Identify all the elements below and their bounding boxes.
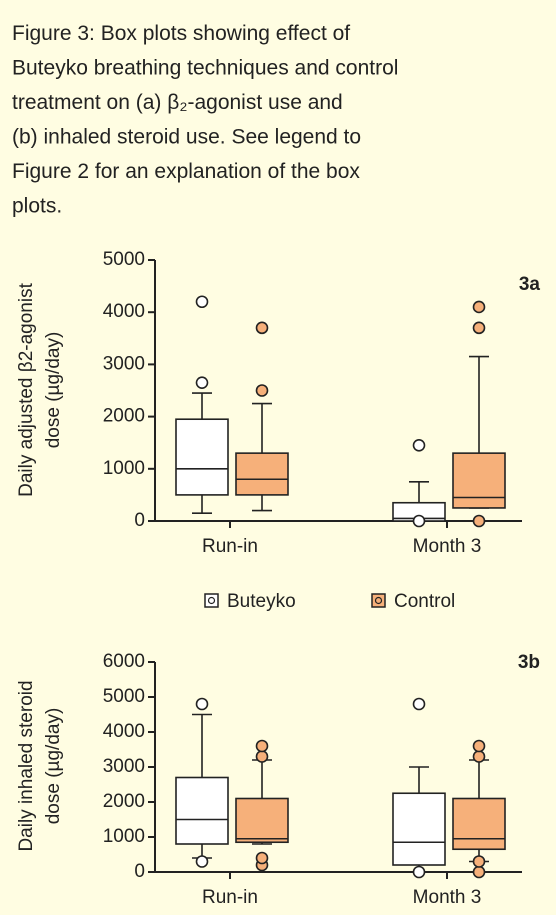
outlier bbox=[255, 750, 269, 763]
y-axis-label: dose (µg/day) bbox=[43, 708, 64, 825]
legend-dot bbox=[374, 596, 383, 605]
x-tick-label: Month 3 bbox=[413, 887, 482, 908]
outlier bbox=[255, 321, 269, 335]
caption-line: (b) inhaled steroid use. See legend to bbox=[12, 126, 361, 149]
y-tick-label: 6000 bbox=[103, 651, 145, 672]
outlier bbox=[255, 384, 269, 397]
x-tick-label: Run-in bbox=[202, 887, 258, 908]
caption-line: plots. bbox=[12, 195, 62, 218]
caption-line: treatment on (a) β₂-agonist use and bbox=[12, 91, 343, 114]
panel-label: 3a bbox=[519, 274, 541, 295]
outlier bbox=[472, 739, 486, 753]
box bbox=[175, 418, 229, 496]
panel-label: 3b bbox=[518, 652, 540, 673]
box bbox=[452, 452, 506, 509]
outlier bbox=[472, 300, 486, 314]
outlier bbox=[472, 514, 486, 528]
y-tick-label: 3000 bbox=[103, 353, 145, 374]
box bbox=[452, 797, 506, 851]
box bbox=[235, 452, 289, 496]
outlier bbox=[412, 514, 426, 528]
legend-dot bbox=[207, 596, 216, 605]
y-tick-label: 2000 bbox=[103, 406, 145, 427]
y-tick-label: 4000 bbox=[103, 721, 145, 742]
outlier bbox=[412, 439, 426, 452]
caption-line: Figure 3: Box plots showing effect of bbox=[12, 22, 350, 45]
caption-line: Figure 2 for an explanation of the box bbox=[12, 160, 360, 183]
box bbox=[392, 792, 446, 866]
x-tick-label: Month 3 bbox=[413, 536, 482, 557]
legend-label: Buteyko bbox=[227, 591, 296, 612]
y-tick-label: 1000 bbox=[103, 458, 145, 479]
outlier bbox=[472, 321, 486, 335]
y-axis-label: Daily inhaled steroid bbox=[16, 680, 37, 851]
y-axis-label: dose (µg/day) bbox=[43, 332, 64, 449]
y-tick-label: 4000 bbox=[103, 301, 145, 322]
outlier bbox=[195, 697, 209, 711]
outlier bbox=[472, 855, 486, 868]
outlier bbox=[195, 855, 209, 868]
y-tick-label: 2000 bbox=[103, 791, 145, 812]
y-tick-label: 0 bbox=[134, 510, 145, 531]
outlier bbox=[195, 295, 209, 309]
outlier bbox=[412, 697, 426, 711]
legend-label: Control bbox=[394, 591, 455, 612]
y-tick-label: 1000 bbox=[103, 826, 145, 847]
y-tick-label: 5000 bbox=[103, 686, 145, 707]
y-tick-label: 3000 bbox=[103, 756, 145, 777]
outlier bbox=[195, 376, 209, 389]
box bbox=[175, 776, 229, 845]
x-tick-label: Run-in bbox=[202, 536, 258, 557]
box bbox=[235, 797, 289, 844]
outlier bbox=[255, 851, 269, 865]
y-tick-label: 5000 bbox=[103, 249, 145, 270]
outlier bbox=[472, 865, 486, 879]
outlier bbox=[255, 739, 269, 753]
y-axis-label: Daily adjusted β2-agonist bbox=[16, 282, 37, 496]
y-tick-label: 0 bbox=[134, 861, 145, 882]
outlier bbox=[472, 750, 486, 763]
outlier bbox=[412, 865, 426, 879]
caption-line: Buteyko breathing techniques and control bbox=[12, 57, 398, 80]
